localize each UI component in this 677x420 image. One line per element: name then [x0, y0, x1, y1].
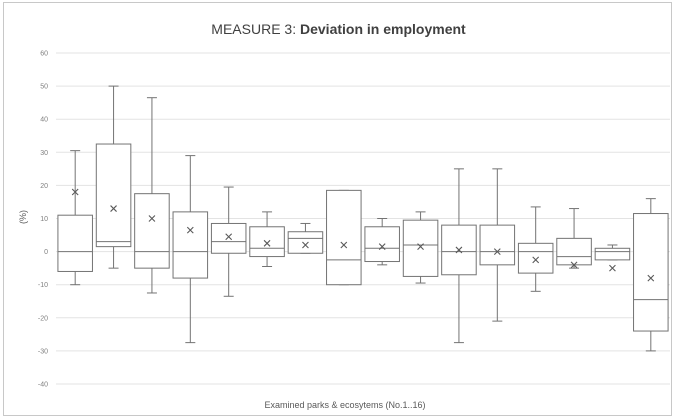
mean-marker: [71, 188, 79, 196]
y-tick-label: 30: [40, 150, 48, 157]
box-iqr: [517, 242, 554, 274]
box-item: [134, 97, 170, 294]
box-iqr: [402, 219, 439, 277]
box-iqr: [364, 226, 400, 263]
chart-title-bold: Deviation in employment: [300, 21, 466, 37]
mean-marker: [417, 243, 424, 251]
box-item: [364, 218, 400, 266]
y-tick-label: 10: [40, 216, 48, 223]
box-iqr: [441, 224, 477, 276]
box-item: [57, 150, 93, 286]
box-item: [517, 206, 554, 292]
y-tick-label: -20: [38, 315, 48, 322]
box-iqr: [287, 231, 324, 254]
box-item: [402, 211, 439, 284]
mean-marker: [493, 248, 501, 255]
box-iqr: [57, 214, 93, 272]
box-item: [594, 244, 631, 272]
box-iqr: [249, 226, 285, 258]
chart-frame: MEASURE 3: Deviation in employment -40 -3…: [3, 2, 672, 416]
box-item: [287, 222, 324, 254]
mean-marker: [455, 246, 463, 254]
mean-marker: [148, 215, 156, 222]
box-item: [441, 168, 477, 344]
box-item: [95, 85, 132, 269]
box-item: [249, 211, 285, 267]
chart-title-prefix: MEASURE 3:: [211, 21, 300, 37]
mean-marker: [225, 233, 233, 241]
y-tick-label: 60: [40, 51, 48, 58]
box-iqr: [172, 211, 209, 279]
box-item: [326, 189, 362, 286]
boxplot-series: [57, 85, 669, 352]
y-tick-label: 0: [44, 249, 48, 256]
y-axis-ticks: -40 -30 -20 -10 0 10 20 30 40 50 60: [38, 51, 48, 389]
box-item: [479, 168, 516, 322]
box-item: [210, 186, 247, 297]
mean-marker: [110, 205, 117, 212]
mean-marker: [302, 241, 309, 249]
mean-marker: [263, 239, 271, 247]
y-axis-label: (%): [18, 210, 28, 224]
mean-marker: [609, 264, 616, 272]
x-axis-label: Examined parks & ecosytems (No.1..16): [264, 400, 425, 410]
chart-title: MEASURE 3: Deviation in employment: [4, 21, 673, 37]
box-iqr: [556, 237, 592, 266]
box-iqr: [633, 213, 669, 332]
y-tick-label: 20: [40, 183, 48, 190]
y-tick-label: 40: [40, 117, 48, 124]
box-iqr: [134, 193, 170, 269]
y-tick-label: -40: [38, 382, 48, 389]
mean-marker: [647, 274, 655, 282]
box-item: [633, 198, 669, 352]
mean-marker: [378, 243, 386, 251]
y-tick-label: 50: [40, 84, 48, 91]
box-item: [556, 208, 592, 269]
box-item: [172, 155, 209, 344]
box-iqr: [326, 189, 362, 286]
box-iqr: [594, 247, 631, 261]
y-tick-label: -30: [38, 348, 48, 355]
y-tick-label: -10: [38, 282, 48, 289]
box-iqr: [479, 224, 516, 266]
mean-marker: [570, 261, 578, 269]
chart-plot: -40 -30 -20 -10 0 10 20 30 40 50 60 (%) Examined p…: [18, 51, 670, 410]
mean-marker: [340, 241, 348, 249]
mean-marker: [532, 256, 540, 264]
box-iqr: [210, 222, 247, 254]
box-iqr: [95, 143, 132, 248]
gridlines: [56, 52, 670, 385]
mean-marker: [186, 226, 194, 234]
